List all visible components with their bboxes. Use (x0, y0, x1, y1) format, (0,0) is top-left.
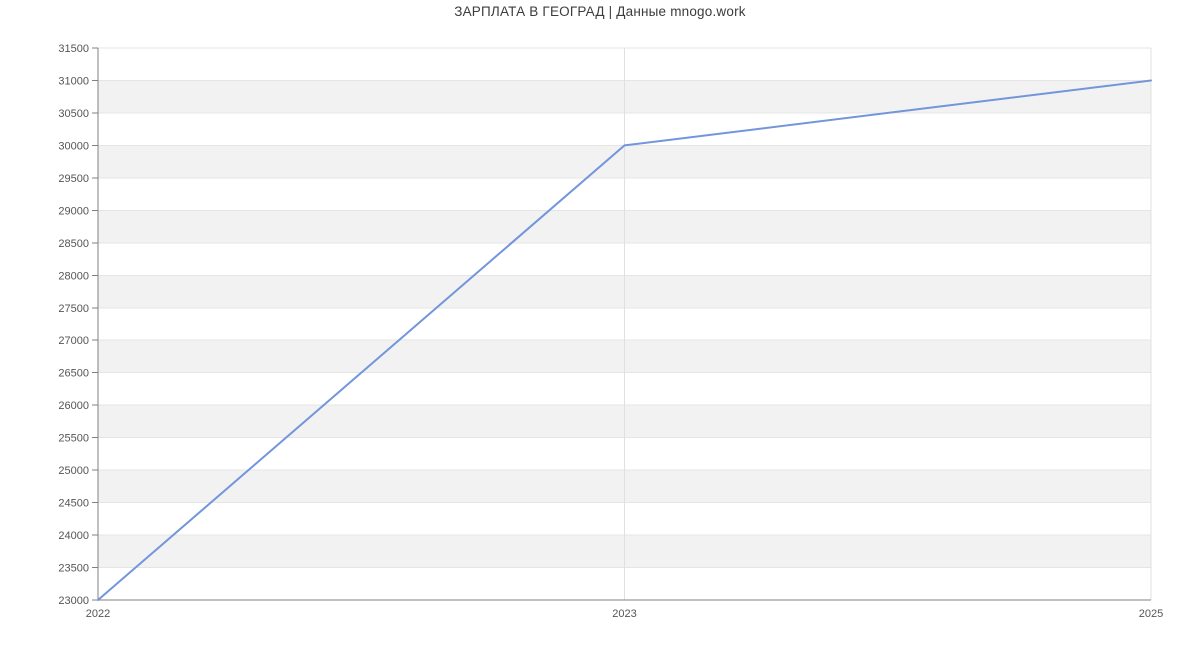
y-tick-label: 23000 (58, 595, 89, 607)
y-tick-label: 26000 (58, 400, 89, 412)
y-tick-label: 24500 (58, 498, 89, 510)
gridline-group (98, 47, 1152, 601)
y-tick-label: 24000 (58, 530, 89, 542)
x-tick-label: 2023 (612, 608, 636, 620)
tick-label-group: 23000 23500 24000 24500 25000 25500 26000 26500… (58, 43, 1163, 620)
y-tick-label: 30000 (58, 140, 89, 152)
y-tick-label: 23500 (58, 563, 89, 575)
series-line (97, 79, 1152, 601)
y-tick-label: 29000 (58, 205, 89, 217)
y-tick-label: 28500 (58, 238, 89, 250)
y-tick-label: 25500 (58, 433, 89, 445)
x-tick-label: 2022 (86, 608, 110, 620)
y-tick-label: 28000 (58, 270, 89, 282)
y-tick-label: 25000 (58, 465, 89, 477)
y-tick-label: 26500 (58, 368, 89, 380)
y-tick-label: 27000 (58, 335, 89, 347)
y-tick-label: 27500 (58, 303, 89, 315)
y-tick-label: 31500 (58, 43, 89, 55)
y-tick-label: 31000 (58, 75, 89, 87)
y-tick-label: 30500 (58, 108, 89, 120)
y-tick-label: 29500 (58, 173, 89, 185)
x-tick-label: 2025 (1139, 608, 1163, 620)
chart-title: ЗАРПЛАТА В ГЕОГРАД | Данные mnogo.work (454, 4, 746, 19)
axis-group (92, 47, 1151, 601)
